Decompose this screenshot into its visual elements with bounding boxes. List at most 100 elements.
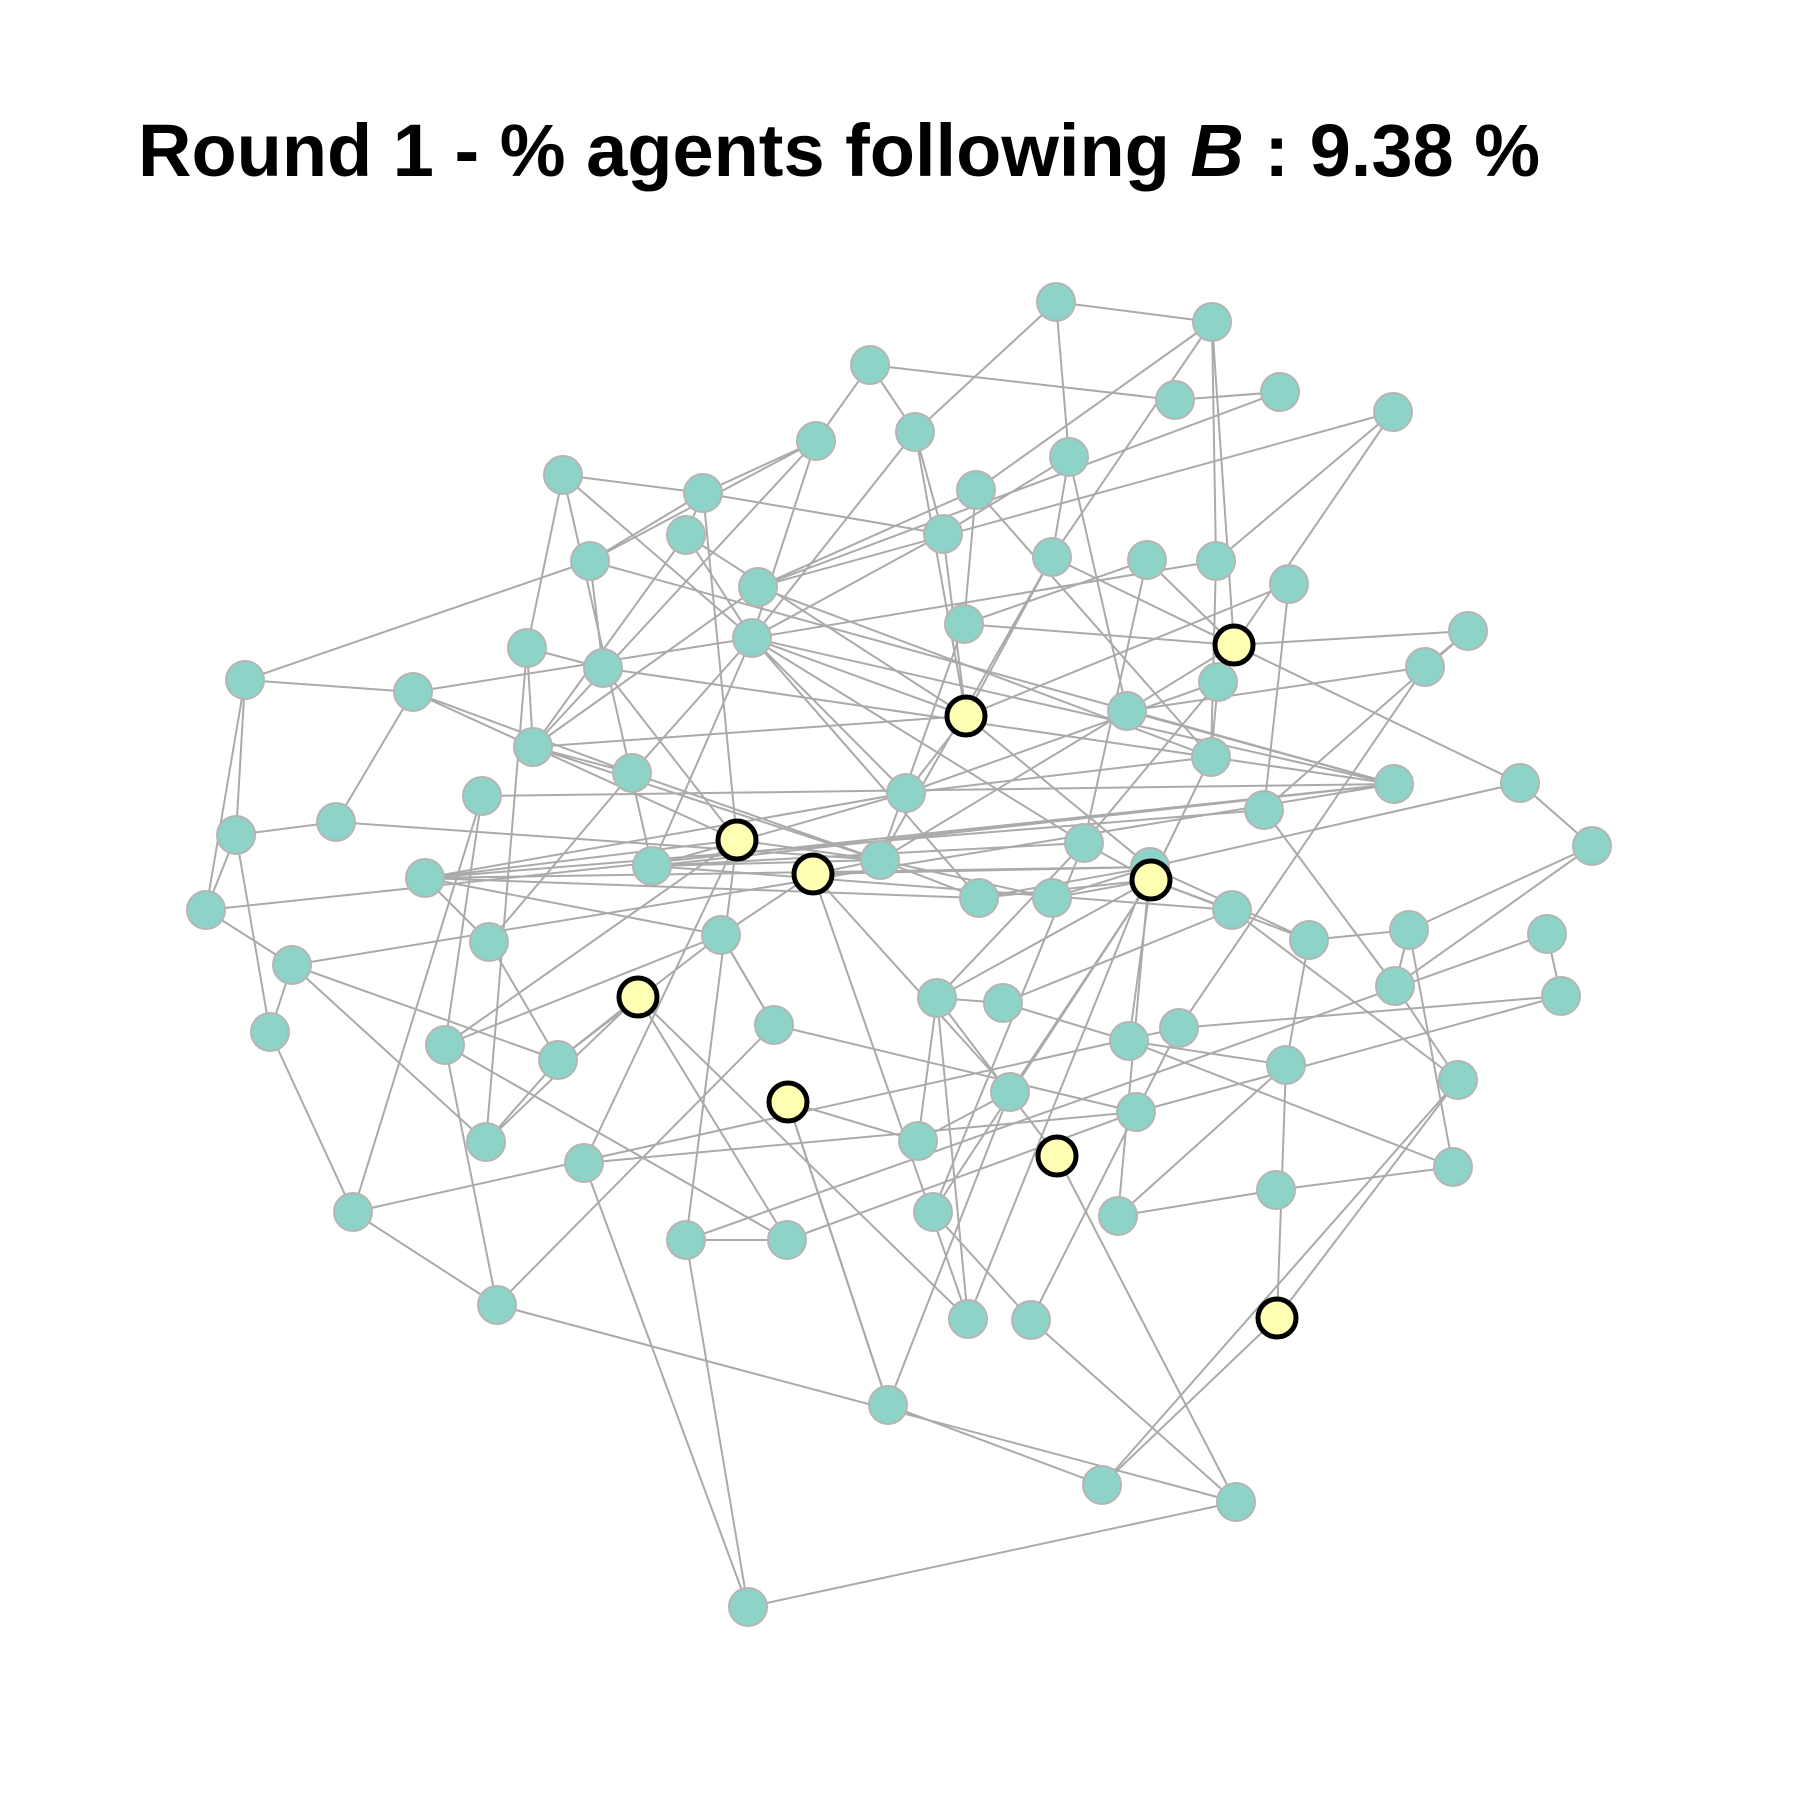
agent-node <box>1159 1008 1199 1048</box>
network-edge <box>424 839 738 879</box>
agent-node <box>1256 1170 1296 1210</box>
network-edge <box>562 474 753 639</box>
agent-node <box>666 1220 706 1260</box>
agent-node <box>1107 691 1147 731</box>
network-edge <box>736 839 881 861</box>
agent-node <box>1448 611 1488 651</box>
network-edge <box>488 772 633 943</box>
agent-node <box>513 727 553 767</box>
agent-node <box>917 978 957 1018</box>
agent-node <box>1064 823 1104 863</box>
network-edge <box>685 534 753 639</box>
network-edge <box>936 997 969 1320</box>
agent-node <box>1374 764 1414 804</box>
agent-node <box>1032 878 1072 918</box>
figure-title: Round 1 - % agents following B : 9.38 % <box>138 108 1540 193</box>
agent-node <box>990 1072 1030 1112</box>
agent-node <box>477 1285 517 1325</box>
network-edge <box>1117 1189 1277 1217</box>
agent-node <box>1196 541 1236 581</box>
network-edge <box>751 637 907 794</box>
network-edge <box>1055 301 1213 323</box>
network-edge <box>965 715 1151 868</box>
agent-node <box>1572 826 1612 866</box>
agent-node <box>1438 1060 1478 1100</box>
agent-node <box>466 1122 506 1162</box>
agent-node <box>216 815 256 855</box>
agent-node <box>393 672 433 712</box>
network-edge <box>1285 939 1310 1066</box>
network-edge <box>651 792 907 867</box>
network-edge <box>637 996 969 1320</box>
agent-node <box>1260 372 1300 412</box>
network-edge <box>562 474 704 494</box>
network-edge <box>812 873 969 1320</box>
agent-node <box>666 515 706 555</box>
network-edge <box>1233 644 1521 784</box>
agent-node <box>1375 966 1415 1006</box>
agent-node <box>425 1025 465 1065</box>
network-edge <box>1126 666 1426 712</box>
network-edge <box>975 321 1213 491</box>
network-edge <box>905 681 1219 794</box>
agent-node <box>543 455 583 495</box>
network-edge <box>589 492 704 562</box>
network-edge <box>602 667 1395 785</box>
network-edge <box>1009 879 1152 1093</box>
network-edge <box>757 411 1394 588</box>
network-edge <box>352 795 483 1213</box>
network-edge <box>917 997 938 1142</box>
agent-node <box>1373 392 1413 432</box>
network-edge <box>651 637 753 867</box>
agent-node <box>944 604 984 644</box>
agent-node <box>983 983 1023 1023</box>
network-edge <box>444 795 483 1046</box>
agent-node <box>767 1220 807 1260</box>
network-edge <box>244 679 414 693</box>
network-edge <box>975 489 1212 758</box>
agent-node <box>1527 914 1567 954</box>
agent-node <box>895 412 935 452</box>
agent-node <box>583 648 623 688</box>
network-edge <box>914 431 967 717</box>
network-edge <box>424 877 722 936</box>
network-edge <box>1128 1040 1287 1066</box>
network-edge <box>1233 411 1394 646</box>
network-edge <box>887 1091 1011 1406</box>
agent-node <box>683 473 723 513</box>
network-edge <box>1263 809 1396 987</box>
network-edge <box>291 964 559 1061</box>
network-edge <box>205 679 246 911</box>
agent-node <box>898 1121 938 1161</box>
agent-node <box>1269 564 1309 604</box>
agent-node <box>1541 976 1581 1016</box>
agent-node <box>316 802 356 842</box>
agent-node <box>913 1192 953 1232</box>
network-edge <box>1051 321 1213 558</box>
network-edge <box>1408 929 1454 1168</box>
network-edge <box>751 431 916 639</box>
network-edge <box>932 1211 1032 1321</box>
network-edge <box>887 1404 1103 1486</box>
title-variable: B <box>1190 109 1244 192</box>
network-edge <box>583 1162 749 1608</box>
network-edge <box>757 391 1281 588</box>
agent-node <box>250 1012 290 1052</box>
network-edge <box>1275 1166 1454 1191</box>
network-edge <box>637 996 788 1241</box>
agent-node <box>405 858 445 898</box>
network-edge <box>751 637 1085 844</box>
network-edge <box>583 839 738 1164</box>
agent-node <box>948 1299 988 1339</box>
network-edge <box>496 1024 775 1306</box>
network-edge <box>914 301 1057 433</box>
network-edge <box>1231 909 1459 1081</box>
agent-node <box>1011 1300 1051 1340</box>
title-prefix: Round 1 - % agents following <box>138 109 1191 192</box>
agent-node <box>1116 1092 1156 1132</box>
network-edge <box>444 934 722 1046</box>
network-edge <box>812 873 1011 1093</box>
agent-node <box>1500 763 1540 803</box>
agent-node <box>1212 890 1252 930</box>
network-edge <box>1215 411 1394 562</box>
